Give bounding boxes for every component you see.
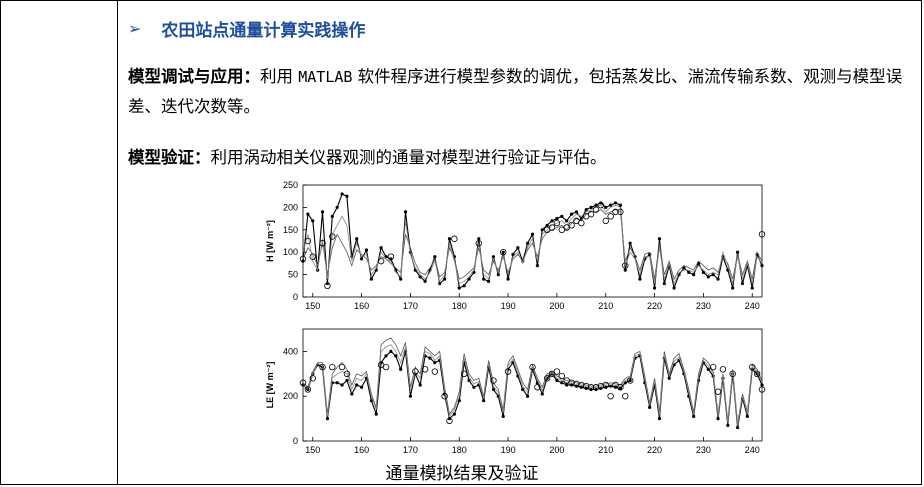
figure-caption: 通量模拟结果及验证 — [385, 464, 539, 484]
section-heading: ➢ 农田站点通量计算实践操作 — [128, 14, 365, 42]
arrow-right-icon: ➢ — [128, 18, 142, 38]
para1-code: MATLAB — [298, 68, 353, 86]
para1-label: 模型调试与应用： — [128, 67, 260, 86]
para2-text: 利用涡动相关仪器观测的通量对模型进行验证与评估。 — [210, 148, 607, 167]
para1-post: 软件程序进行模型参数的调优，包括蒸发比、湍流传输系数、观测与模型误差、迭代次数等… — [128, 67, 903, 116]
para2-label: 模型验证： — [128, 148, 211, 167]
paragraph-model-debug: 模型调试与应用：利用 MATLAB 软件程序进行模型参数的调优，包括蒸发比、湍流… — [128, 62, 918, 122]
para1-pre: 利用 — [260, 67, 299, 86]
table-left-column — [1, 1, 118, 484]
paragraph-model-validation: 模型验证：利用涡动相关仪器观测的通量对模型进行验证与评估。 — [128, 143, 918, 173]
heading-text: 农田站点通量计算实践操作 — [161, 20, 366, 41]
